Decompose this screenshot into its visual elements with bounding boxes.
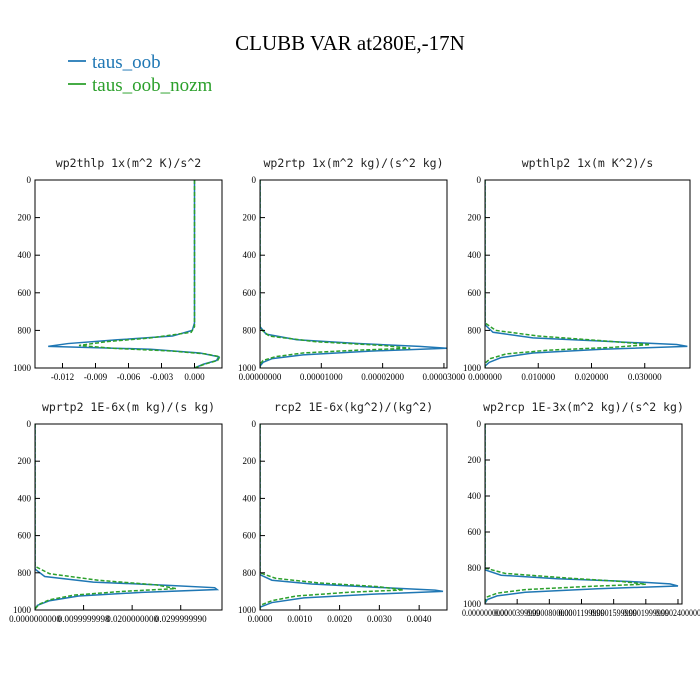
x-tick-label: 0.0000000000 (9, 614, 61, 624)
series-line-taus-oob-nozm (260, 180, 411, 368)
series-line-taus-oob (260, 424, 444, 610)
legend: taus_oob taus_oob_nozm (68, 52, 213, 96)
x-tick-label: 0.0000800000 (526, 608, 572, 618)
x-tick-label: 0.0200000000 (106, 614, 158, 624)
y-tick-label: 200 (468, 455, 482, 465)
y-tick-label: 400 (468, 250, 482, 260)
y-tick-label: 0 (252, 419, 257, 429)
x-tick-label: 0.0001999999 (623, 608, 669, 618)
y-tick-label: 0 (477, 419, 482, 429)
series-line-taus-oob-nozm (485, 424, 646, 604)
y-tick-label: 400 (18, 493, 32, 503)
x-tick-label: 0.000 (184, 372, 205, 382)
plot-frame (484, 423, 683, 605)
y-tick-label: 400 (243, 493, 257, 503)
panel-3: wprtp2 1E-6x(m kg)/(s kg) 0 200 400 600 800 10… (9, 400, 223, 624)
y-tick-label: 200 (243, 456, 257, 466)
panel-title: rcp2 1E-6x(kg^2)/(kg^2) (274, 400, 433, 414)
x-tick-label: -0.012 (51, 372, 74, 382)
x-tick-label: 0.0002400000 (655, 608, 700, 618)
x-tick-label: 0.0099999998 (58, 614, 110, 624)
panels: wp2thlp 1x(m^2 K)/s^2 0 200 400 600 800 1000 -0… (9, 156, 700, 624)
series-line-taus-oob-nozm (35, 424, 177, 610)
panel-title: wp2thlp 1x(m^2 K)/s^2 (56, 156, 201, 170)
y-tick-label: 600 (468, 527, 482, 537)
x-tick-label: 0.030000 (628, 372, 662, 382)
panel-title: wpthlp2 1x(m K^2)/s (522, 156, 654, 170)
y-tick-label: 400 (243, 250, 257, 260)
x-tick-label: 0.00001000 (300, 372, 343, 382)
y-tick-label: 0 (477, 175, 482, 185)
x-tick-label: 0.0001199999 (558, 608, 604, 618)
series-line-taus-oob-nozm (78, 180, 221, 368)
y-tick-label: 1000 (463, 599, 482, 609)
y-tick-label: 0 (27, 419, 32, 429)
panel-title: wprtp2 1E-6x(m kg)/(s kg) (42, 400, 215, 414)
y-tick-label: 800 (468, 325, 482, 335)
y-tick-label: 800 (18, 325, 32, 335)
series-line-taus-oob (260, 180, 447, 368)
x-tick-label: 0.0001599999 (591, 608, 637, 618)
x-tick-label: 0.0020 (327, 614, 352, 624)
y-tick-label: 400 (18, 250, 32, 260)
y-tick-label: 1000 (238, 605, 257, 615)
x-tick-label: -0.006 (117, 372, 141, 382)
y-tick-label: 800 (243, 568, 257, 578)
panel-1: wp2rtp 1x(m^2 kg)/(s^2 kg) 0 200 400 600 800 1… (238, 156, 466, 382)
series-line-taus-oob-nozm (260, 424, 404, 610)
x-tick-label: 0.0040 (407, 614, 432, 624)
x-tick-label: 0.000000 (468, 372, 502, 382)
x-tick-label: 0.0299999990 (155, 614, 207, 624)
x-tick-label: 0.00003000 (423, 372, 466, 382)
plot-frame (484, 179, 691, 369)
x-tick-label: 0.0010 (287, 614, 312, 624)
panel-2: wpthlp2 1x(m K^2)/s 0 200 400 600 800 10000.00… (463, 156, 691, 382)
legend-label-1: taus_oob_nozm (92, 75, 213, 96)
panel-0: wp2thlp 1x(m^2 K)/s^2 0 200 400 600 800 1000 -0… (13, 156, 223, 382)
panel-5: wp2rcp 1E-3x(m^2 kg)/(s^2 kg)0 200 400 600 8… (462, 400, 700, 618)
y-tick-label: 600 (468, 288, 482, 298)
y-tick-label: 200 (468, 213, 482, 223)
x-tick-label: -0.009 (84, 372, 108, 382)
y-tick-label: 1000 (463, 363, 482, 373)
y-tick-label: 200 (243, 213, 257, 223)
panel-title: wp2rtp 1x(m^2 kg)/(s^2 kg) (263, 156, 443, 170)
x-tick-label: 0.0000000000 (462, 608, 508, 618)
y-tick-label: 200 (18, 456, 32, 466)
y-tick-label: 600 (243, 531, 257, 541)
y-tick-label: 1000 (13, 605, 32, 615)
x-tick-label: 0.0030 (367, 614, 392, 624)
plot-frame (259, 423, 448, 611)
panel-title: wp2rcp 1E-3x(m^2 kg)/(s^2 kg) (483, 400, 684, 414)
x-tick-label: -0.003 (150, 372, 174, 382)
y-tick-label: 1000 (13, 363, 32, 373)
y-tick-label: 800 (468, 563, 482, 573)
y-tick-label: 600 (18, 288, 32, 298)
x-tick-label: 0.010000 (521, 372, 555, 382)
series-line-taus-oob-nozm (485, 180, 651, 368)
x-tick-label: 0.0000 (248, 614, 273, 624)
y-tick-label: 600 (18, 531, 32, 541)
legend-label-0: taus_oob (92, 52, 161, 73)
y-tick-label: 400 (468, 491, 482, 501)
y-tick-label: 800 (243, 325, 257, 335)
y-tick-label: 600 (243, 288, 257, 298)
series-line-taus-oob (485, 180, 688, 368)
y-tick-label: 200 (18, 213, 32, 223)
x-tick-label: 0.00000000 (239, 372, 282, 382)
y-tick-label: 0 (27, 175, 32, 185)
y-tick-label: 0 (252, 175, 257, 185)
y-tick-label: 1000 (238, 363, 257, 373)
plot-frame (259, 179, 448, 369)
panel-4: rcp2 1E-6x(kg^2)/(kg^2) 0 200 400 600 800 1000… (238, 400, 448, 624)
y-tick-label: 800 (18, 568, 32, 578)
x-tick-label: 0.0000399999 (494, 608, 540, 618)
plot-frame (34, 423, 223, 611)
series-line-taus-oob (485, 424, 679, 604)
x-tick-label: 0.00002000 (361, 372, 404, 382)
x-tick-label: 0.020000 (575, 372, 609, 382)
figure-title: CLUBB VAR at280E,-17N (235, 31, 465, 55)
